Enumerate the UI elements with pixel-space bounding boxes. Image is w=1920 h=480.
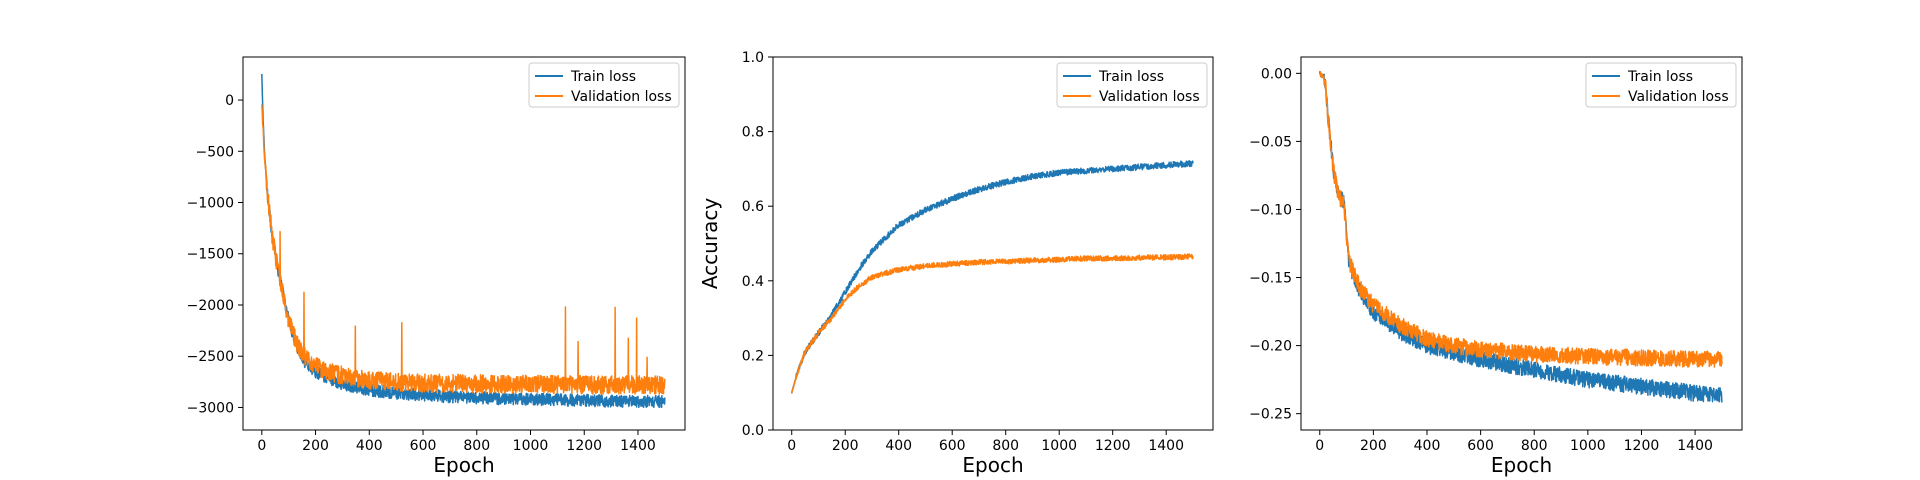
x-tick-label: 1400 <box>620 438 656 454</box>
y-axis-label: Accuracy <box>698 198 722 289</box>
legend-label: Validation loss <box>1099 89 1200 105</box>
x-tick-label: 200 <box>1360 438 1387 454</box>
axes-frame <box>242 56 686 431</box>
y-tick-label: 1.0 <box>742 50 764 66</box>
y-tick-label: −3000 <box>187 400 234 416</box>
y-tick-label: −0.10 <box>1249 202 1292 218</box>
series-line-validation-loss <box>790 253 1194 394</box>
y-tick-label: −0.25 <box>1249 407 1292 423</box>
x-axis-label: Epoch <box>962 453 1023 477</box>
y-tick-label: −1500 <box>187 247 234 263</box>
x-tick-label: 1200 <box>1624 438 1660 454</box>
x-tick-label: 800 <box>992 438 1019 454</box>
chart-panel-loss: 0 200 400 600 800 1000 1200 1400 0 −500 −1000 −1500… <box>187 56 686 477</box>
x-tick-label: 0 <box>1315 438 1324 454</box>
x-tick-label: 1000 <box>1041 438 1077 454</box>
y-tick-label: 0.8 <box>742 125 764 141</box>
chart-panel-accuracy: 0 200 400 600 800 1000 1200 1400 0.0 0.2 0.4 0.6 0.8… <box>698 50 1214 477</box>
legend: Train loss Validation loss <box>528 62 680 108</box>
x-tick-label: 1400 <box>1148 438 1184 454</box>
legend-label: Train loss <box>1627 69 1693 85</box>
series-line-train-loss <box>261 73 666 409</box>
y-tick-label: −0.15 <box>1249 271 1292 287</box>
x-tick-label: 600 <box>410 438 437 454</box>
x-tick-label: 1400 <box>1677 438 1713 454</box>
x-tick-label: 400 <box>885 438 912 454</box>
series-line-train-loss <box>790 159 1194 394</box>
y-tick-label: −0.20 <box>1249 339 1292 355</box>
legend: Train loss Validation loss <box>1056 62 1208 108</box>
x-tick-label: 1200 <box>566 438 602 454</box>
series-line-validation-loss <box>1319 71 1723 368</box>
x-tick-label: 200 <box>832 438 859 454</box>
x-tick-label: 0 <box>787 438 796 454</box>
y-tick-label: 0.00 <box>1261 66 1292 82</box>
x-axis-label: Epoch <box>1491 453 1552 477</box>
x-axis-label: Epoch <box>433 453 494 477</box>
x-tick-label: 1200 <box>1095 438 1131 454</box>
series-line-train-loss <box>1319 70 1723 403</box>
y-tick-label: −2000 <box>187 298 234 314</box>
chart-panel-scaled-loss: 0 200 400 600 800 1000 1200 1400 0.00 −0.05 −0.10 −… <box>1249 56 1743 477</box>
y-tick-label: −2500 <box>187 349 234 365</box>
legend-label: Train loss <box>570 69 636 85</box>
y-tick-label: −0.05 <box>1249 134 1292 150</box>
y-tick-label: 0 <box>225 93 234 109</box>
y-tick-label: 0.2 <box>742 348 764 364</box>
x-tick-label: 200 <box>302 438 329 454</box>
legend-label: Validation loss <box>1628 89 1729 105</box>
x-tick-label: 800 <box>1521 438 1548 454</box>
legend-label: Validation loss <box>571 89 672 105</box>
x-tick-label: 400 <box>356 438 383 454</box>
x-tick-label: 600 <box>939 438 966 454</box>
x-tick-label: 400 <box>1414 438 1441 454</box>
axes-frame <box>1300 56 1743 431</box>
y-tick-label: 0.0 <box>742 423 764 439</box>
series-line-validation-loss <box>261 104 666 395</box>
axes-frame <box>772 56 1214 431</box>
legend-label: Train loss <box>1098 69 1164 85</box>
y-tick-label: 0.4 <box>742 274 764 290</box>
legend: Train loss Validation loss <box>1585 62 1737 108</box>
x-tick-label: 0 <box>257 438 266 454</box>
x-tick-label: 600 <box>1467 438 1494 454</box>
y-tick-label: 0.6 <box>742 199 764 215</box>
y-tick-label: −1000 <box>187 196 234 212</box>
y-tick-label: −500 <box>196 144 234 160</box>
x-tick-label: 1000 <box>513 438 549 454</box>
x-tick-label: 800 <box>463 438 490 454</box>
x-tick-label: 1000 <box>1570 438 1606 454</box>
